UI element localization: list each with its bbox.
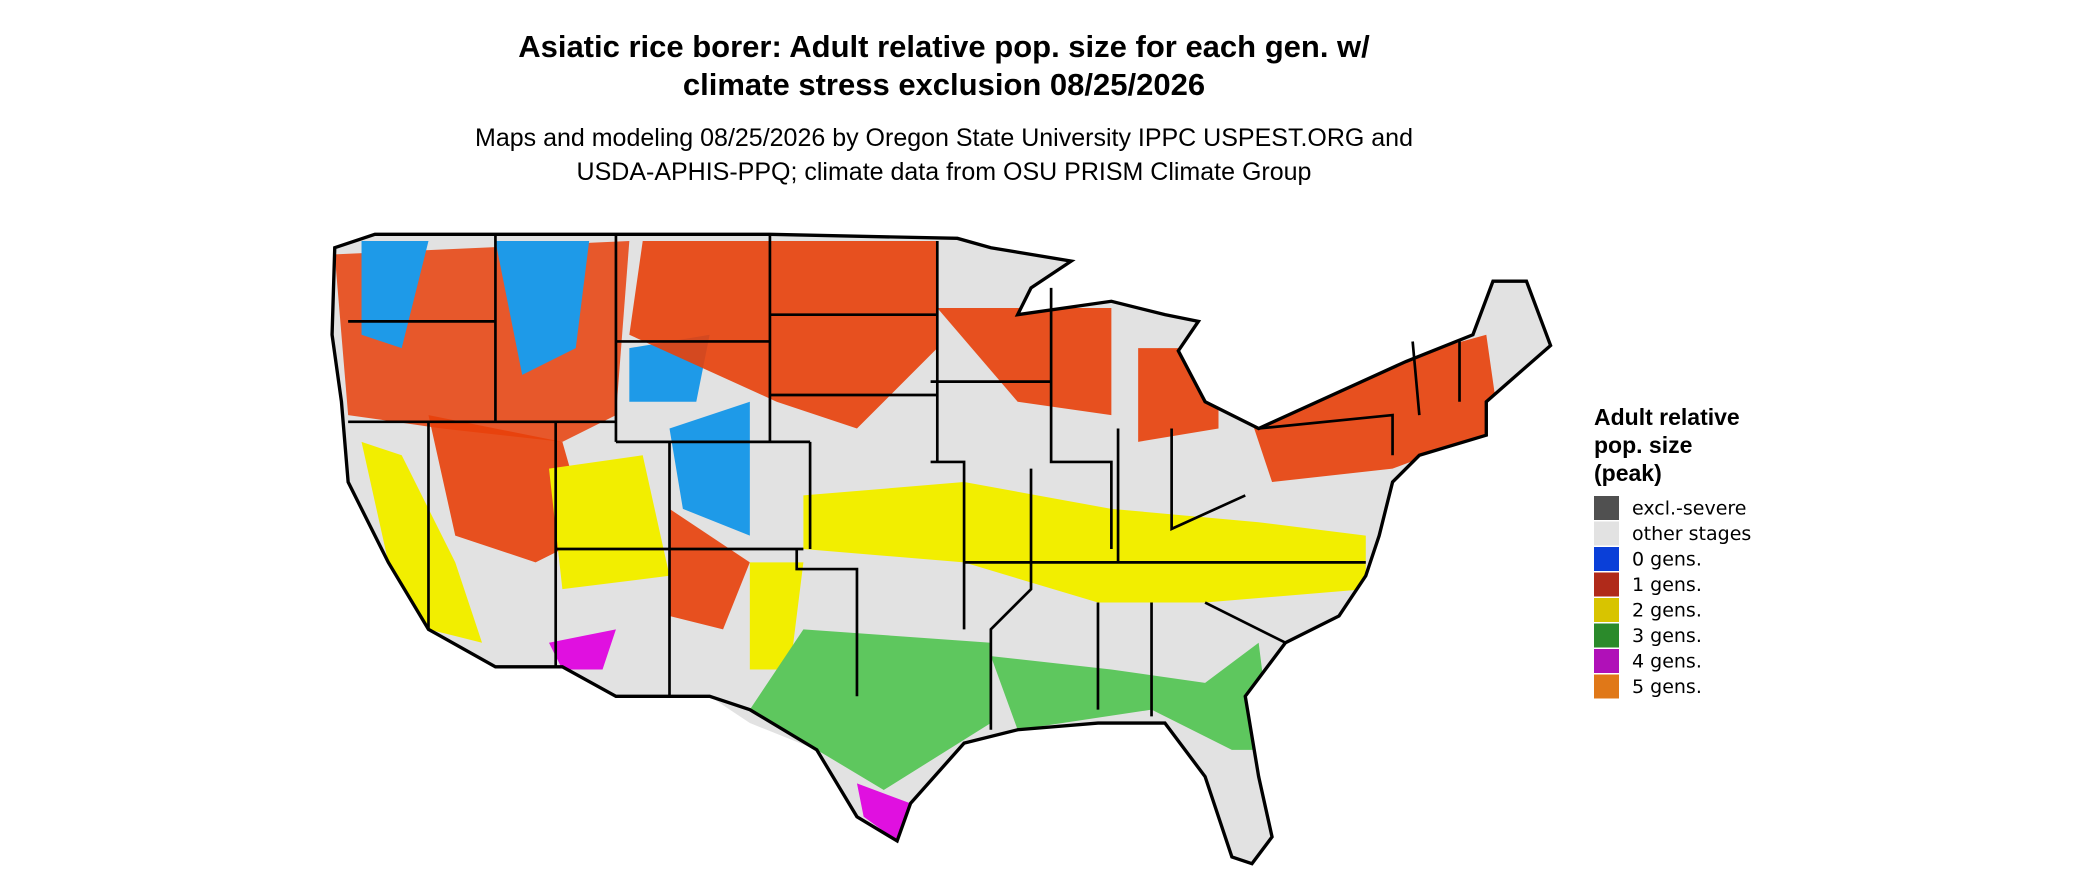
legend-swatch — [1594, 572, 1619, 597]
legend-label: 2 gens. — [1632, 600, 1702, 622]
us-outline — [330, 232, 1553, 866]
legend-label: 0 gens. — [1632, 549, 1702, 571]
subtitle-line: USDA-APHIS-PPQ; climate data from OSU PR… — [577, 158, 1312, 186]
legend-swatch — [1594, 598, 1619, 622]
region-0gen — [361, 241, 750, 536]
legend-label: 4 gens. — [1632, 651, 1702, 673]
map — [330, 232, 1553, 866]
legend-swatch — [1594, 674, 1619, 699]
legend-swatch — [1594, 623, 1619, 648]
legend-label: 3 gens. — [1632, 625, 1702, 647]
region-4gen — [548, 629, 911, 841]
legend-swatch — [1594, 521, 1619, 546]
legend-title-line: (peak) — [1594, 460, 1662, 486]
state-borders — [348, 234, 1461, 730]
legend-swatch — [1594, 649, 1619, 673]
legend-label: other stages — [1632, 523, 1751, 545]
legend-label: excl.-severe — [1632, 498, 1747, 520]
legend-title-line: Adult relative — [1594, 404, 1740, 430]
subtitle: Maps and modeling 08/25/2026 by Oregon S… — [475, 124, 1413, 186]
legend-title: Adult relative pop. size (peak) — [1594, 404, 1740, 486]
legend-label: 1 gens. — [1632, 574, 1702, 596]
legend: excl.-severe other stages 0 gens. 1 gens. 2 … — [1594, 496, 1751, 699]
title-line: climate stress exclusion 08/25/2026 — [683, 67, 1205, 102]
legend-title-line: pop. size — [1594, 432, 1692, 458]
title: Asiatic rice borer: Adult relative pop. … — [518, 29, 1370, 102]
title-line: Asiatic rice borer: Adult relative pop. … — [518, 29, 1370, 64]
legend-label: 5 gens. — [1632, 676, 1702, 698]
legend-swatch — [1594, 496, 1619, 520]
region-2gen — [361, 441, 1366, 670]
map-fill — [332, 234, 1551, 864]
region-1gen — [428, 241, 1500, 630]
region-3gen — [749, 629, 1273, 791]
subtitle-line: Maps and modeling 08/25/2026 by Oregon S… — [475, 124, 1413, 152]
legend-swatch — [1594, 547, 1619, 571]
